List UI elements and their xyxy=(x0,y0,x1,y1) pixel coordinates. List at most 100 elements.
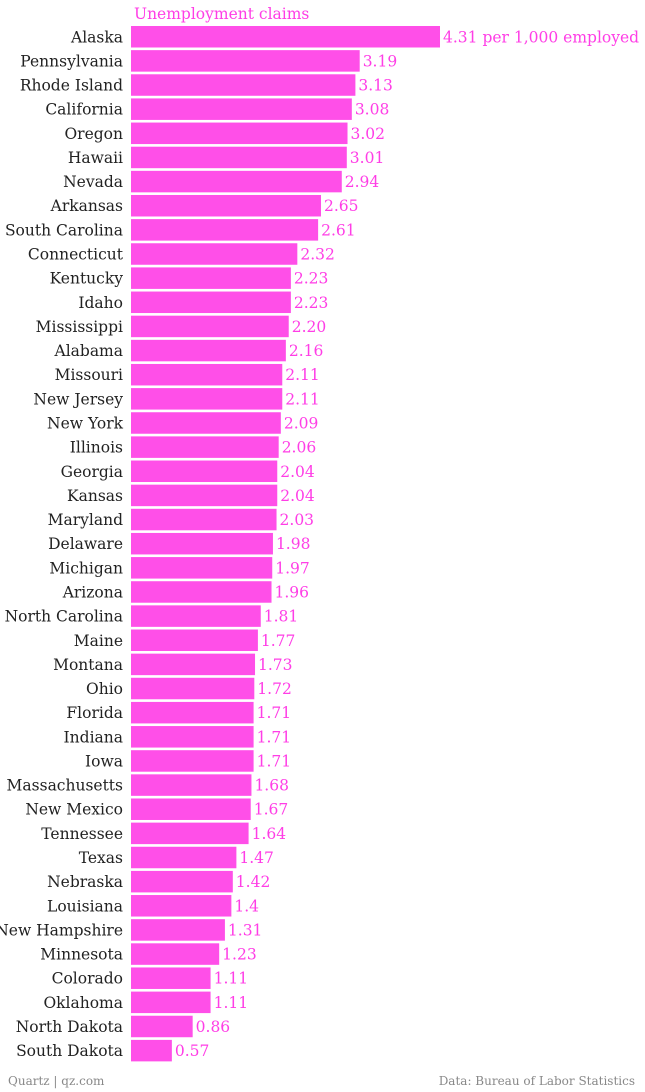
bar xyxy=(131,436,279,458)
data-label: 2.61 xyxy=(321,221,356,239)
bar xyxy=(131,146,347,169)
bar xyxy=(131,388,283,410)
data-label: 1.97 xyxy=(275,559,310,577)
bar xyxy=(131,895,232,917)
category-label: Minnesota xyxy=(40,946,123,964)
data-label: 0.86 xyxy=(196,1018,231,1036)
category-label: Florida xyxy=(66,704,123,722)
bar xyxy=(131,774,252,796)
bars-group: Alaska 4.31 per 1,000 employed Pennsylvani… xyxy=(0,26,640,1062)
data-label: 1.72 xyxy=(257,680,292,698)
category-label: Iowa xyxy=(85,752,123,770)
chart-title: Unemployment claims xyxy=(134,5,309,23)
data-label: 1.67 xyxy=(254,801,289,819)
bar xyxy=(131,170,342,193)
data-label: 1.98 xyxy=(276,535,311,553)
category-label: Louisiana xyxy=(47,897,123,915)
data-label: 1.47 xyxy=(239,849,274,867)
bar xyxy=(131,1015,193,1038)
bar xyxy=(131,122,348,145)
category-label: California xyxy=(45,101,123,119)
category-label: Pennsylvania xyxy=(20,52,123,70)
data-label: 2.20 xyxy=(292,318,327,336)
category-label: Maryland xyxy=(48,511,123,529)
category-label: Nevada xyxy=(63,173,123,191)
bar xyxy=(131,363,283,386)
category-label: New Hampshire xyxy=(0,921,123,939)
data-label: 1.11 xyxy=(214,970,249,988)
bar xyxy=(131,412,281,434)
data-label: 2.65 xyxy=(324,197,359,215)
bar xyxy=(131,557,273,579)
category-label: Delaware xyxy=(48,535,123,553)
data-label: 2.09 xyxy=(284,414,319,432)
bar xyxy=(131,991,211,1014)
category-label: Oklahoma xyxy=(43,994,123,1012)
bar xyxy=(131,967,211,989)
data-label: 1.81 xyxy=(264,608,299,626)
bar xyxy=(131,26,440,48)
bar xyxy=(131,605,261,627)
category-label: Massachusetts xyxy=(7,777,123,795)
category-label: Colorado xyxy=(52,970,123,988)
data-label: 3.02 xyxy=(351,125,386,143)
category-label: Ohio xyxy=(86,680,123,698)
bar xyxy=(131,508,277,531)
bar xyxy=(131,653,256,676)
data-label: 2.03 xyxy=(280,511,315,529)
category-label: Mississippi xyxy=(36,318,123,336)
unit-label: per 1,000 employed xyxy=(478,28,640,46)
data-label: 2.04 xyxy=(280,487,315,505)
bar xyxy=(131,750,254,772)
bar xyxy=(131,291,291,314)
category-label: North Carolina xyxy=(5,608,123,626)
data-label: 1.71 xyxy=(257,704,292,722)
category-label: Connecticut xyxy=(28,246,124,264)
category-label: Idaho xyxy=(78,294,123,312)
category-label: Hawaii xyxy=(68,149,123,167)
bar xyxy=(131,870,233,893)
bar xyxy=(131,581,272,603)
data-label: 2.11 xyxy=(285,366,320,384)
data-label: 2.23 xyxy=(294,270,329,288)
data-label: 1.68 xyxy=(254,777,289,795)
data-label-value: 4.31 xyxy=(443,28,478,46)
bar xyxy=(131,919,225,941)
bar xyxy=(131,532,273,555)
bar xyxy=(131,50,360,72)
data-label: 3.01 xyxy=(350,149,385,167)
bar xyxy=(131,194,321,217)
bar xyxy=(131,460,278,483)
category-label: Kansas xyxy=(67,487,123,505)
data-label: 2.11 xyxy=(285,390,320,408)
bar xyxy=(131,98,352,120)
data-label: 3.19 xyxy=(363,52,398,70)
data-label: 3.13 xyxy=(358,77,393,95)
category-label: Kentucky xyxy=(50,270,124,288)
category-label: South Dakota xyxy=(16,1042,123,1060)
bar xyxy=(131,726,254,748)
category-label: Illinois xyxy=(70,439,123,457)
data-label: 2.06 xyxy=(282,439,317,457)
data-label: 2.16 xyxy=(289,342,324,360)
category-label: New Jersey xyxy=(33,390,123,408)
bar xyxy=(131,822,249,845)
category-label: Michigan xyxy=(49,559,123,577)
data-source-note: Data: Bureau of Labor Statistics xyxy=(438,1074,635,1088)
data-label: 1.42 xyxy=(236,873,271,891)
category-label: Alabama xyxy=(54,342,124,360)
bar xyxy=(131,1039,172,1062)
source-credit: Quartz | qz.com xyxy=(8,1074,105,1088)
data-label: 1.77 xyxy=(261,632,296,650)
data-label: 2.32 xyxy=(300,246,335,264)
category-label: South Carolina xyxy=(5,221,123,239)
data-label: 1.31 xyxy=(228,921,263,939)
category-label: Arkansas xyxy=(50,197,123,215)
bar xyxy=(131,846,237,869)
category-label: Texas xyxy=(79,849,123,867)
category-label: Nebraska xyxy=(47,873,123,891)
bar xyxy=(131,315,289,338)
bar xyxy=(131,798,251,820)
data-label: 1.71 xyxy=(257,752,292,770)
bar xyxy=(131,943,220,965)
